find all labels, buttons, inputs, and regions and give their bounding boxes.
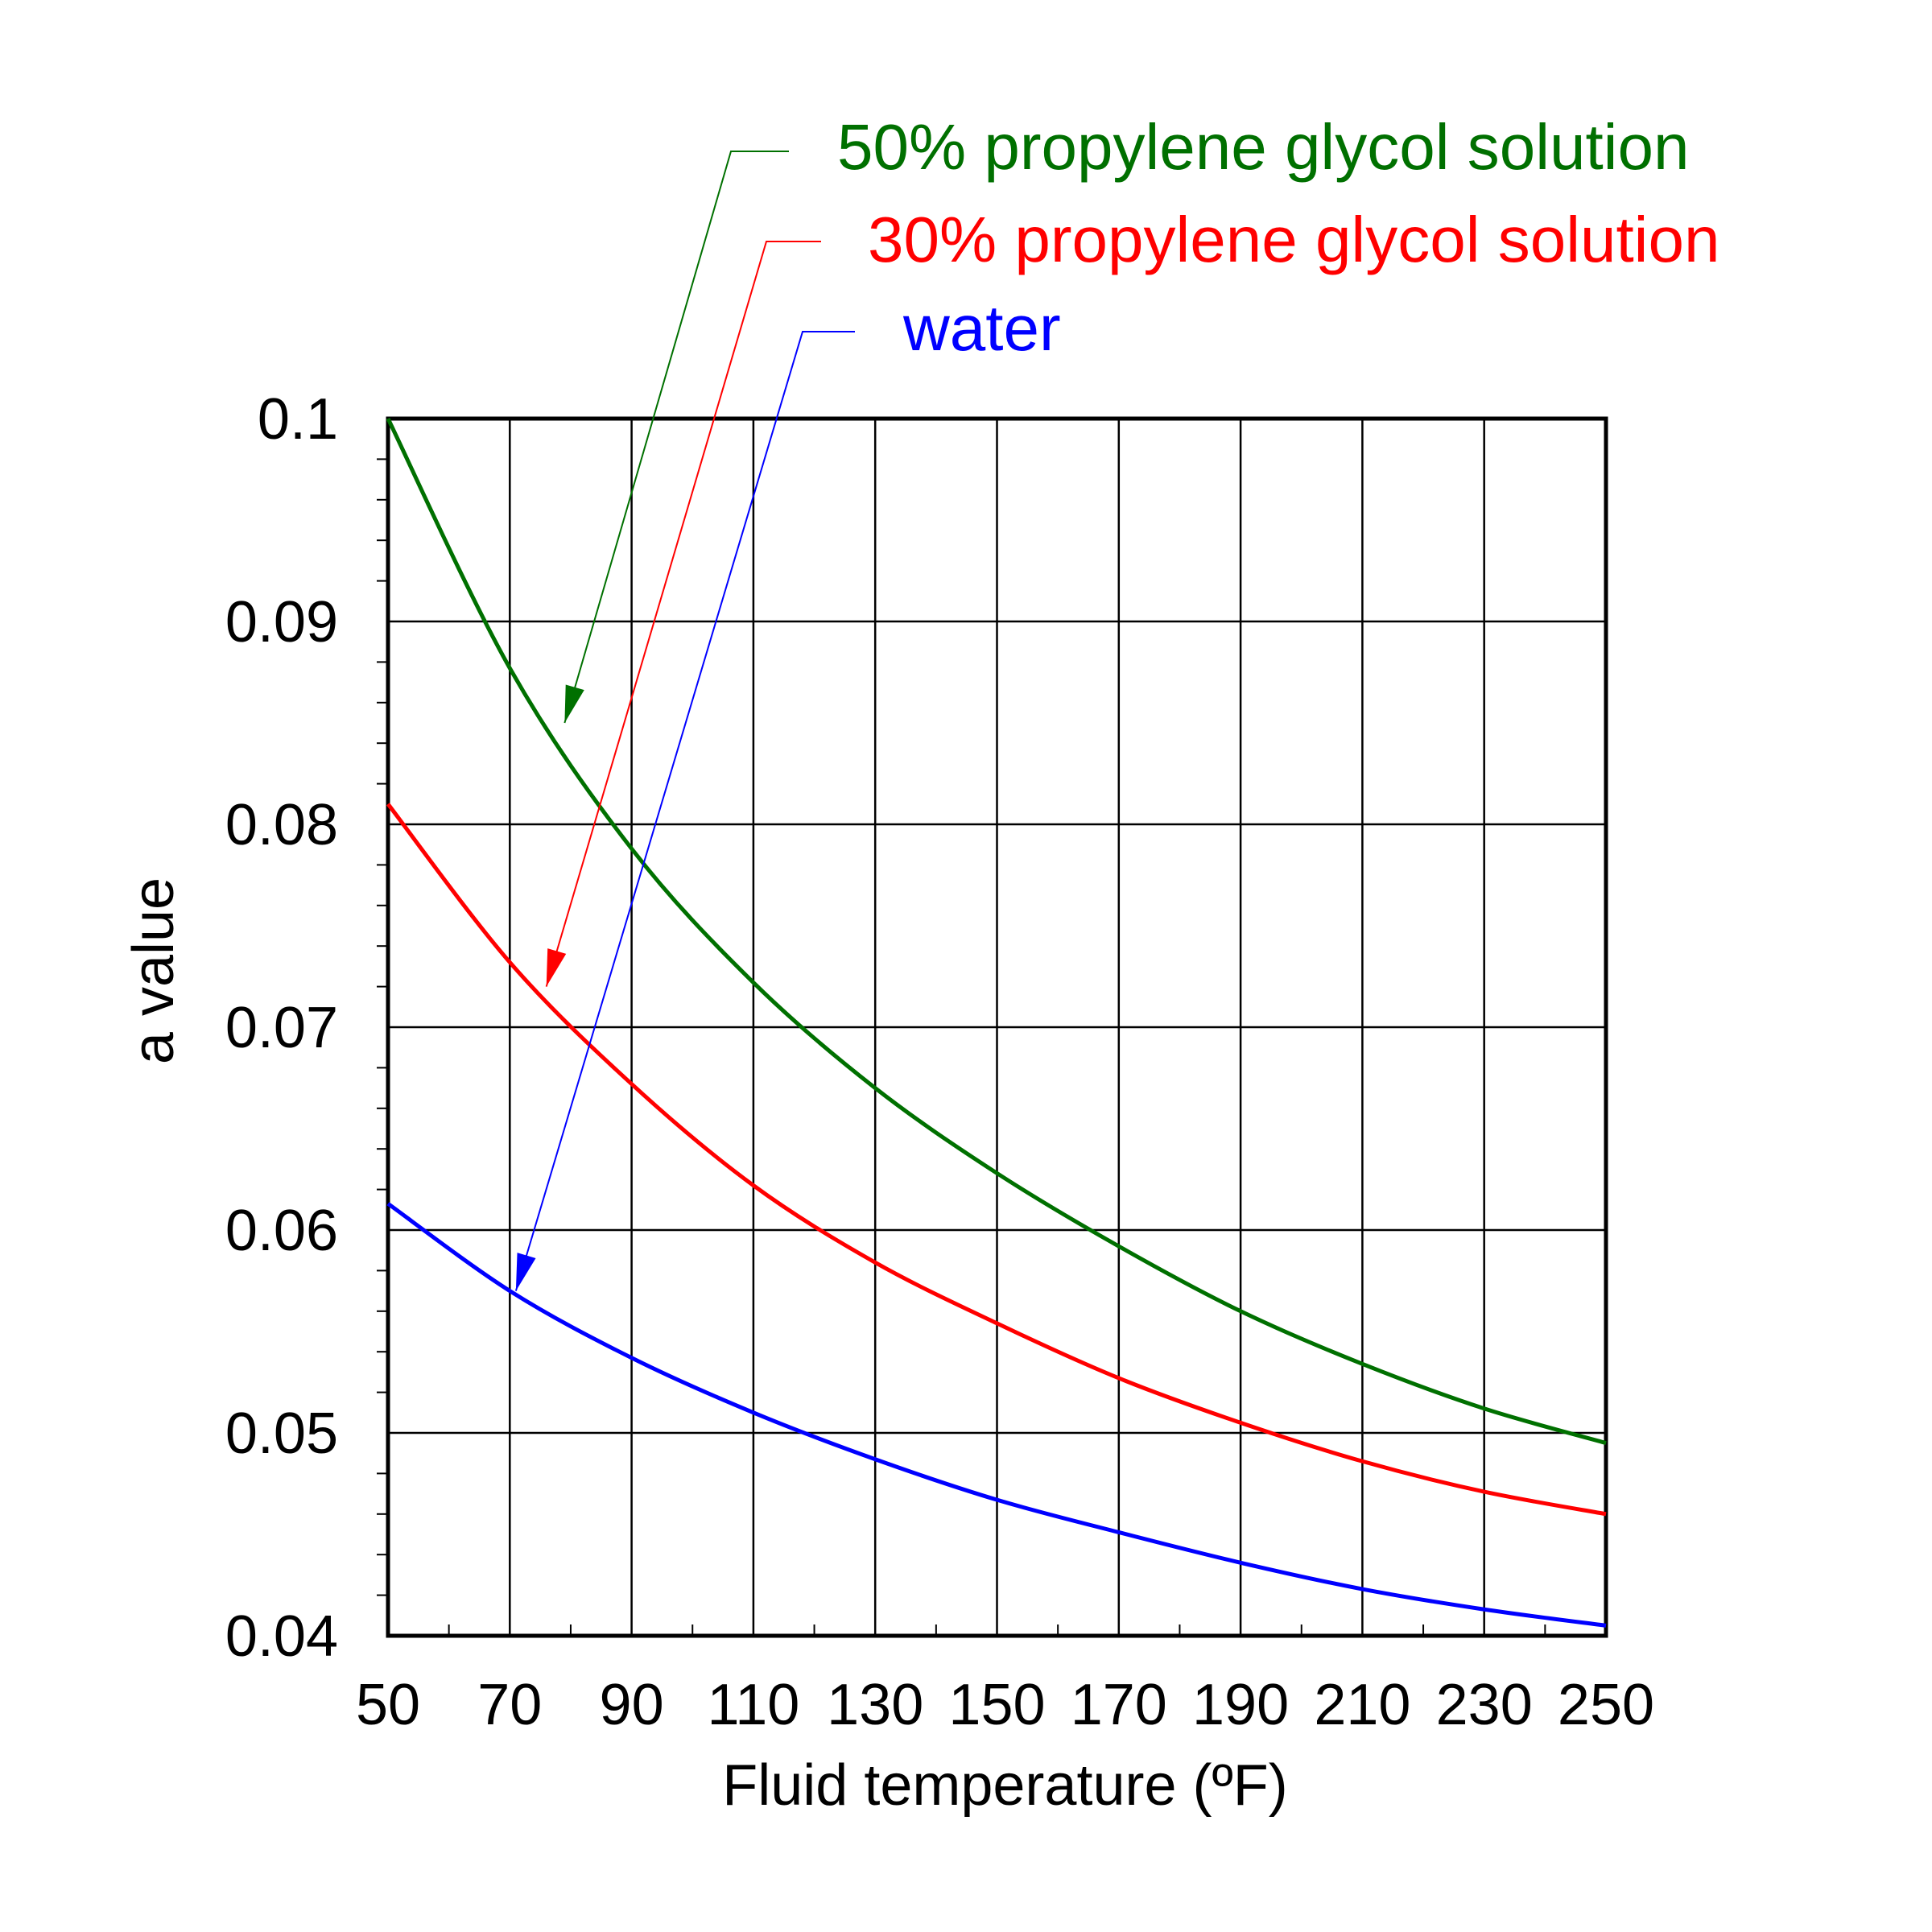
x-tick-label: 190	[1192, 1673, 1289, 1737]
x-tick-label: 170	[1071, 1673, 1167, 1737]
y-tick-label: 0.04	[225, 1604, 338, 1669]
x-tick-label: 110	[708, 1673, 800, 1737]
x-tick-label: 50	[356, 1673, 420, 1737]
annotation-arrow-line-0	[564, 151, 789, 724]
x-tick-label: 250	[1558, 1673, 1654, 1737]
annotation-arrowhead-2	[515, 1253, 536, 1291]
annotation-arrowhead-1	[546, 948, 567, 987]
y-tick-label: 0.06	[225, 1199, 338, 1263]
legend-label-0: 50% propylene glycol solution	[837, 111, 1689, 183]
y-tick-label: 0.07	[225, 996, 338, 1060]
y-tick-labels: 0.04 0.05 0.06 0.07 0.08 0.09 0.1	[225, 387, 338, 1669]
legend-label-2: water	[902, 292, 1061, 364]
series-line-2	[386, 1202, 1607, 1628]
minor-ticks	[377, 458, 1546, 1636]
x-tick-label: 210	[1314, 1673, 1410, 1737]
x-axis-title: Fluid temperature (ºF)	[722, 1753, 1288, 1818]
y-tick-label: 0.05	[225, 1402, 338, 1466]
series-lines	[386, 417, 1607, 1628]
x-tick-labels: 50 70 90 110 130 150 170 190 210 230 250	[356, 1673, 1654, 1737]
series-line-0	[386, 417, 1607, 1446]
y-tick-label: 0.09	[225, 590, 338, 654]
x-tick-label: 130	[827, 1673, 923, 1737]
annotation-arrowhead-0	[564, 684, 584, 723]
legend-labels: 50% propylene glycol solution 30% propyle…	[837, 111, 1719, 364]
y-tick-label: 0.08	[225, 793, 338, 857]
annotation-arrow-line-2	[514, 331, 855, 1291]
x-tick-label: 90	[600, 1673, 664, 1737]
series-line-1	[386, 803, 1607, 1517]
annotation-arrow-line-1	[545, 241, 821, 987]
plot-area-frame	[386, 416, 1608, 1638]
x-tick-label: 150	[948, 1673, 1045, 1737]
y-tick-label: 0.1	[258, 387, 338, 452]
x-tick-label: 70	[477, 1673, 542, 1737]
legend-label-1: 30% propylene glycol solution	[868, 204, 1719, 275]
annotation-arrows	[514, 151, 855, 1291]
y-axis-title: a value	[122, 877, 186, 1064]
x-tick-label: 230	[1436, 1673, 1533, 1737]
